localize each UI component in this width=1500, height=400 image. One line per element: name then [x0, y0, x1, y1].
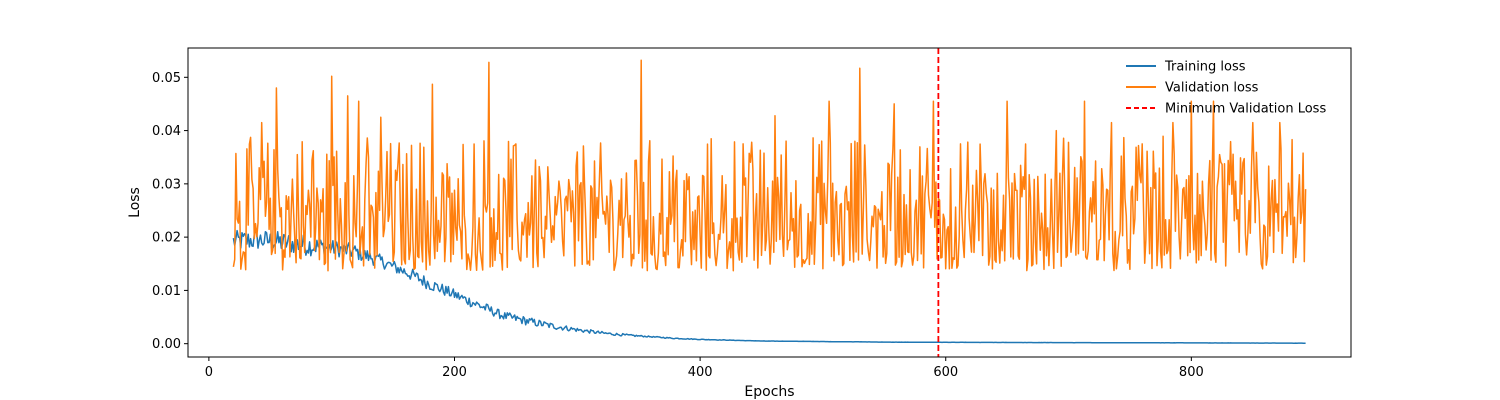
legend-label-validation-loss: Validation loss — [1165, 81, 1259, 96]
x-tick-label: 800 — [1179, 365, 1204, 380]
y-tick-label: 0.01 — [152, 284, 181, 299]
x-tick-label: 200 — [442, 365, 467, 380]
legend-label-minimum-validation-loss: Minimum Validation Loss — [1165, 102, 1326, 117]
legend: Training loss Validation loss Minimum Va… — [1126, 60, 1326, 117]
x-axis: 0 200 400 600 800 — [205, 357, 1204, 380]
y-tick-label: 0.04 — [152, 124, 181, 139]
series-line-validation-loss — [232, 59, 1307, 272]
y-tick-label: 0.00 — [152, 337, 181, 352]
y-tick-label: 0.05 — [152, 71, 181, 86]
legend-label-training-loss: Training loss — [1164, 60, 1246, 75]
x-tick-label: 400 — [688, 365, 713, 380]
y-tick-label: 0.02 — [152, 231, 181, 246]
y-axis: 0.00 0.01 0.02 0.03 0.04 0.05 — [152, 71, 188, 352]
x-tick-label: 600 — [933, 365, 958, 380]
y-axis-label: Loss — [127, 187, 143, 218]
y-tick-label: 0.03 — [152, 177, 181, 192]
axes-frame — [187, 47, 1352, 358]
plot-area — [232, 48, 1307, 357]
series-line-training-loss — [232, 229, 1306, 344]
x-axis-label: Epochs — [744, 384, 794, 400]
x-tick-label: 0 — [205, 365, 213, 380]
